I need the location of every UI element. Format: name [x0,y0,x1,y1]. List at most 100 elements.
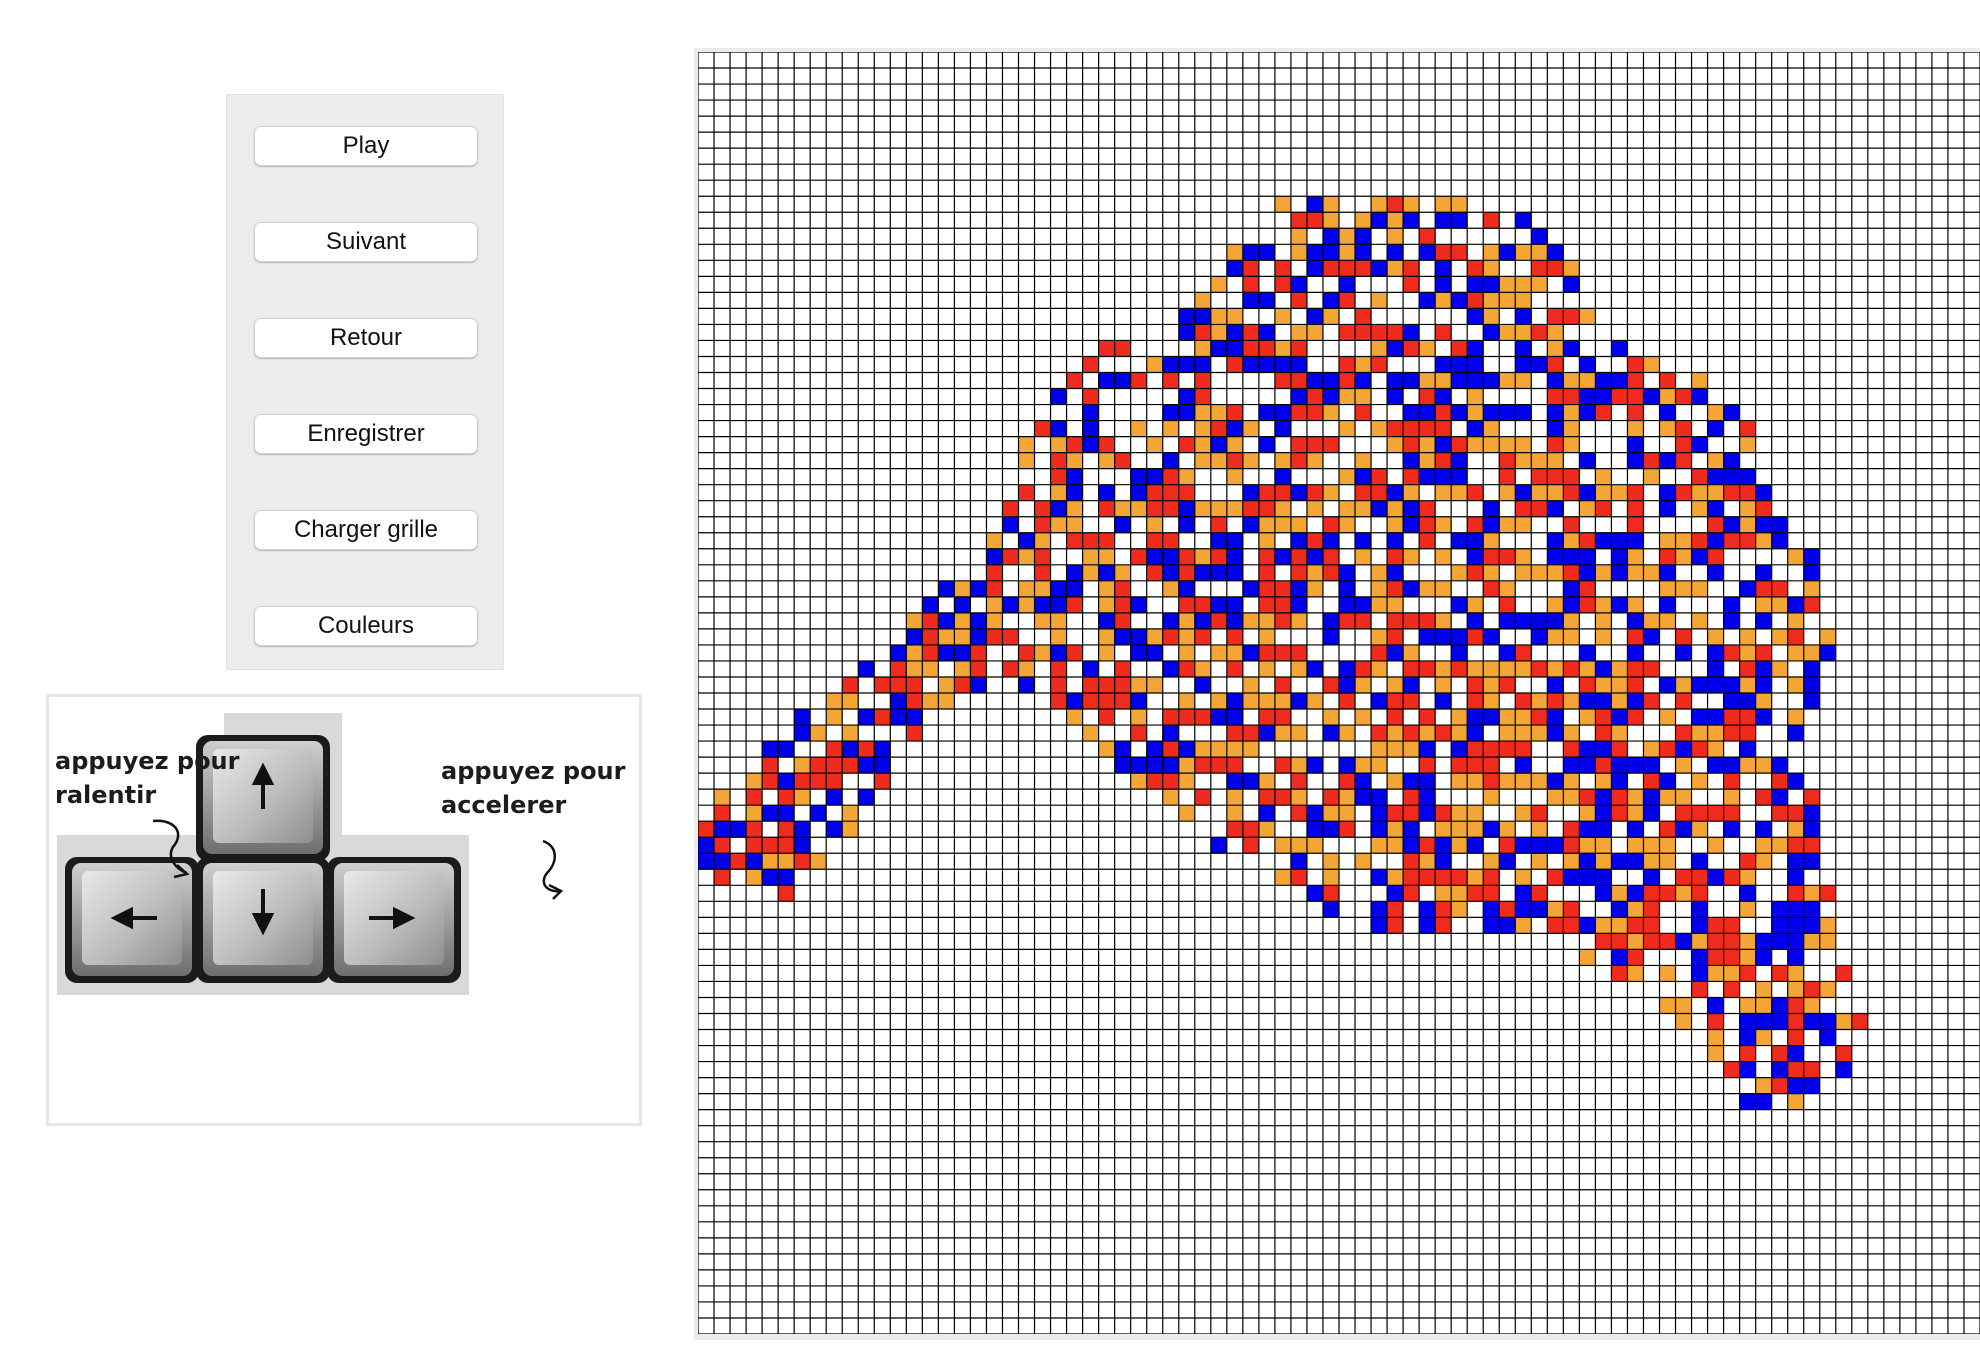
grid-cell[interactable] [1691,853,1708,870]
grid-cell[interactable] [1611,596,1628,613]
grid-cell[interactable] [1515,372,1532,389]
grid-cell[interactable] [1483,741,1500,758]
grid-cell[interactable] [1707,1045,1724,1062]
grid-cell[interactable] [1707,452,1724,469]
grid-cell[interactable] [1483,869,1500,886]
grid-cell[interactable] [1290,228,1307,245]
grid-cell[interactable] [1339,324,1356,341]
grid-cell[interactable] [1531,468,1548,485]
grid-cell[interactable] [1371,212,1388,229]
grid-cell[interactable] [1098,500,1115,517]
grid-cell[interactable] [1419,372,1436,389]
grid-cell[interactable] [1066,516,1083,533]
grid-cell[interactable] [1403,260,1420,277]
grid-cell[interactable] [1483,901,1500,918]
grid-cell[interactable] [1627,388,1644,405]
grid-cell[interactable] [1515,693,1532,710]
grid-cell[interactable] [1819,628,1836,645]
grid-cell[interactable] [1483,276,1500,293]
grid-cell[interactable] [1467,612,1484,629]
grid-cell[interactable] [1322,228,1339,245]
grid-cell[interactable] [1755,853,1772,870]
grid-cell[interactable] [1098,741,1115,758]
grid-cell[interactable] [1451,660,1468,677]
grid-cell[interactable] [954,676,971,693]
grid-cell[interactable] [1114,580,1131,597]
grid-cell[interactable] [1403,468,1420,485]
grid-cell[interactable] [1290,693,1307,710]
grid-cell[interactable] [1819,885,1836,902]
grid-cell[interactable] [1563,628,1580,645]
grid-cell[interactable] [1146,356,1163,373]
grid-cell[interactable] [1771,789,1788,806]
grid-cell[interactable] [1515,773,1532,790]
grid-cell[interactable] [1643,853,1660,870]
grid-cell[interactable] [1210,564,1227,581]
grid-cell[interactable] [1050,484,1067,501]
grid-cell[interactable] [1835,1045,1852,1062]
grid-cell[interactable] [1274,404,1291,421]
grid-cell[interactable] [1403,660,1420,677]
grid-cell[interactable] [810,725,827,742]
grid-cell[interactable] [1547,356,1564,373]
grid-cell[interactable] [1803,644,1820,661]
grid-cell[interactable] [1659,885,1676,902]
grid-cell[interactable] [1467,516,1484,533]
grid-cell[interactable] [1707,741,1724,758]
grid-cell[interactable] [1098,436,1115,453]
grid-cell[interactable] [1258,580,1275,597]
grid-cell[interactable] [1547,773,1564,790]
grid-cell[interactable] [714,837,731,854]
grid-cell[interactable] [1787,548,1804,565]
grid-cell[interactable] [1515,741,1532,758]
grid-cell[interactable] [1339,821,1356,838]
grid-cell[interactable] [1130,676,1147,693]
grid-cell[interactable] [1531,612,1548,629]
grid-cell[interactable] [1274,693,1291,710]
grid-cell[interactable] [1226,660,1243,677]
grid-cell[interactable] [874,757,891,774]
grid-cell[interactable] [1371,484,1388,501]
grid-cell[interactable] [1146,484,1163,501]
grid-cell[interactable] [1563,564,1580,581]
grid-cell[interactable] [746,773,763,790]
grid-cell[interactable] [1355,773,1372,790]
grid-cell[interactable] [1322,676,1339,693]
grid-cell[interactable] [1595,564,1612,581]
grid-cell[interactable] [1467,660,1484,677]
grid-cell[interactable] [1162,741,1179,758]
grid-cell[interactable] [1787,1045,1804,1062]
grid-cell[interactable] [746,789,763,806]
grid-cell[interactable] [1435,693,1452,710]
grid-cell[interactable] [778,837,795,854]
grid-cell[interactable] [1339,660,1356,677]
grid-cell[interactable] [1274,452,1291,469]
grid-cell[interactable] [1258,548,1275,565]
grid-cell[interactable] [746,853,763,870]
grid-cell[interactable] [714,853,731,870]
grid-cell[interactable] [1050,693,1067,710]
grid-cell[interactable] [1579,917,1596,934]
grid-cell[interactable] [1114,612,1131,629]
grid-cell[interactable] [1451,532,1468,549]
grid-cell[interactable] [1355,709,1372,726]
grid-cell[interactable] [1322,436,1339,453]
grid-cell[interactable] [1707,660,1724,677]
grid-cell[interactable] [1787,901,1804,918]
grid-cell[interactable] [1339,773,1356,790]
grid-cell[interactable] [1387,773,1404,790]
grid-cell[interactable] [1755,484,1772,501]
grid-cell[interactable] [1258,532,1275,549]
grid-cell[interactable] [1194,372,1211,389]
grid-cell[interactable] [1739,933,1756,950]
grid-cell[interactable] [1339,612,1356,629]
grid-cell[interactable] [1290,452,1307,469]
grid-cell[interactable] [1194,356,1211,373]
grid-cell[interactable] [1258,292,1275,309]
grid-cell[interactable] [1611,340,1628,357]
grid-cell[interactable] [1467,709,1484,726]
grid-cell[interactable] [1194,452,1211,469]
grid-cell[interactable] [794,853,811,870]
grid-cell[interactable] [1371,693,1388,710]
grid-cell[interactable] [1162,612,1179,629]
